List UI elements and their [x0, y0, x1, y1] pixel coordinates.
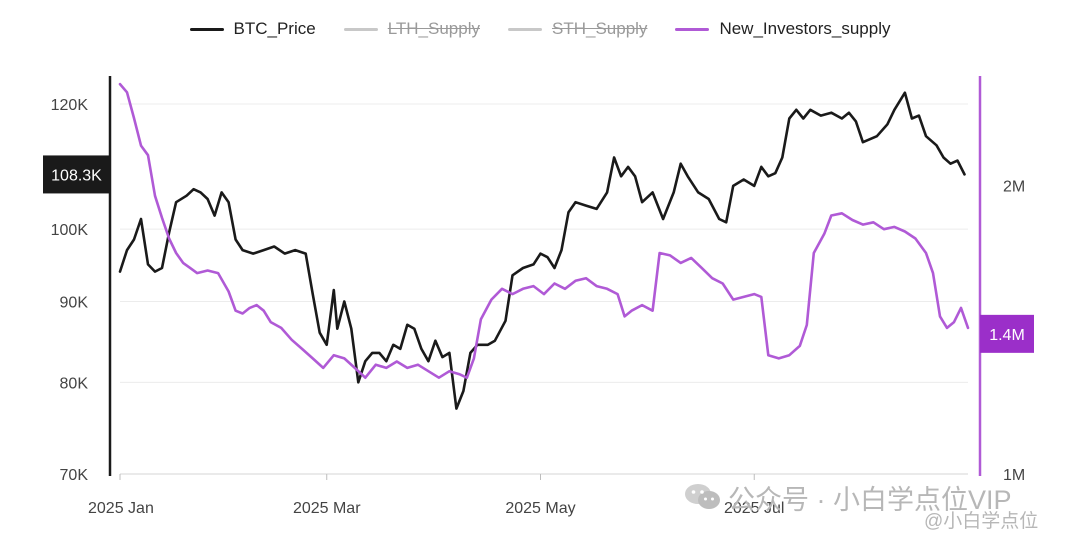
legend-item-new-investors-supply[interactable]: New_Investors_supply: [675, 19, 890, 39]
y-left-tick-label: 100K: [51, 222, 89, 239]
current-supply-badge: 1.4M: [980, 314, 1034, 353]
x-tick-label: 2025 May: [505, 500, 575, 517]
legend-swatch: [675, 27, 710, 31]
badge-label: 1.4M: [989, 327, 1025, 344]
legend-label: STH_Supply: [552, 19, 648, 38]
y-left-tick-label: 70K: [60, 467, 89, 484]
gridlines: [120, 103, 968, 475]
value-badges: 108.3K 1.4M: [43, 155, 1034, 353]
y-left-tick-label: 90K: [60, 294, 89, 311]
x-tick-label: 2025 Jul: [724, 500, 785, 517]
y-left-tick-label: 80K: [60, 375, 89, 392]
legend-item-lth-supply[interactable]: LTH_Supply: [343, 19, 480, 39]
series-lines: [118, 82, 970, 410]
x-tick-label: 2025 Mar: [293, 500, 361, 517]
legend-label: New_Investors_supply: [719, 19, 891, 38]
series-line-new-investors-supply: [118, 82, 970, 379]
series-line-btc-price: [118, 91, 966, 410]
badge-background: [43, 155, 110, 194]
legend-swatch: [508, 27, 542, 31]
badge-background: [980, 314, 1034, 353]
legend-item-sth-supply[interactable]: STH_Supply: [508, 19, 647, 39]
legend-item-btc-price[interactable]: BTC_Price: [189, 19, 316, 39]
y-right-tick-label: 2M: [1003, 178, 1025, 195]
x-tick-label: 2025 Jan: [88, 500, 154, 517]
chart-legend: BTC_Price LTH_Supply STH_Supply New_Investo…: [0, 12, 1080, 46]
y-left-tick-label: 120K: [51, 97, 89, 114]
y-right-tick-label: 1M: [1003, 467, 1025, 484]
legend-swatch: [343, 27, 378, 31]
badge-label: 108.3K: [51, 167, 102, 184]
current-price-badge: 108.3K: [43, 155, 110, 194]
axes: 70K 80K 90K 100K 120K 1M 2M 2025 Jan 2025 Mar 202…: [51, 76, 1025, 517]
legend-label: LTH_Supply: [387, 19, 480, 38]
legend-swatch: [189, 27, 224, 31]
legend-label: BTC_Price: [233, 19, 316, 38]
